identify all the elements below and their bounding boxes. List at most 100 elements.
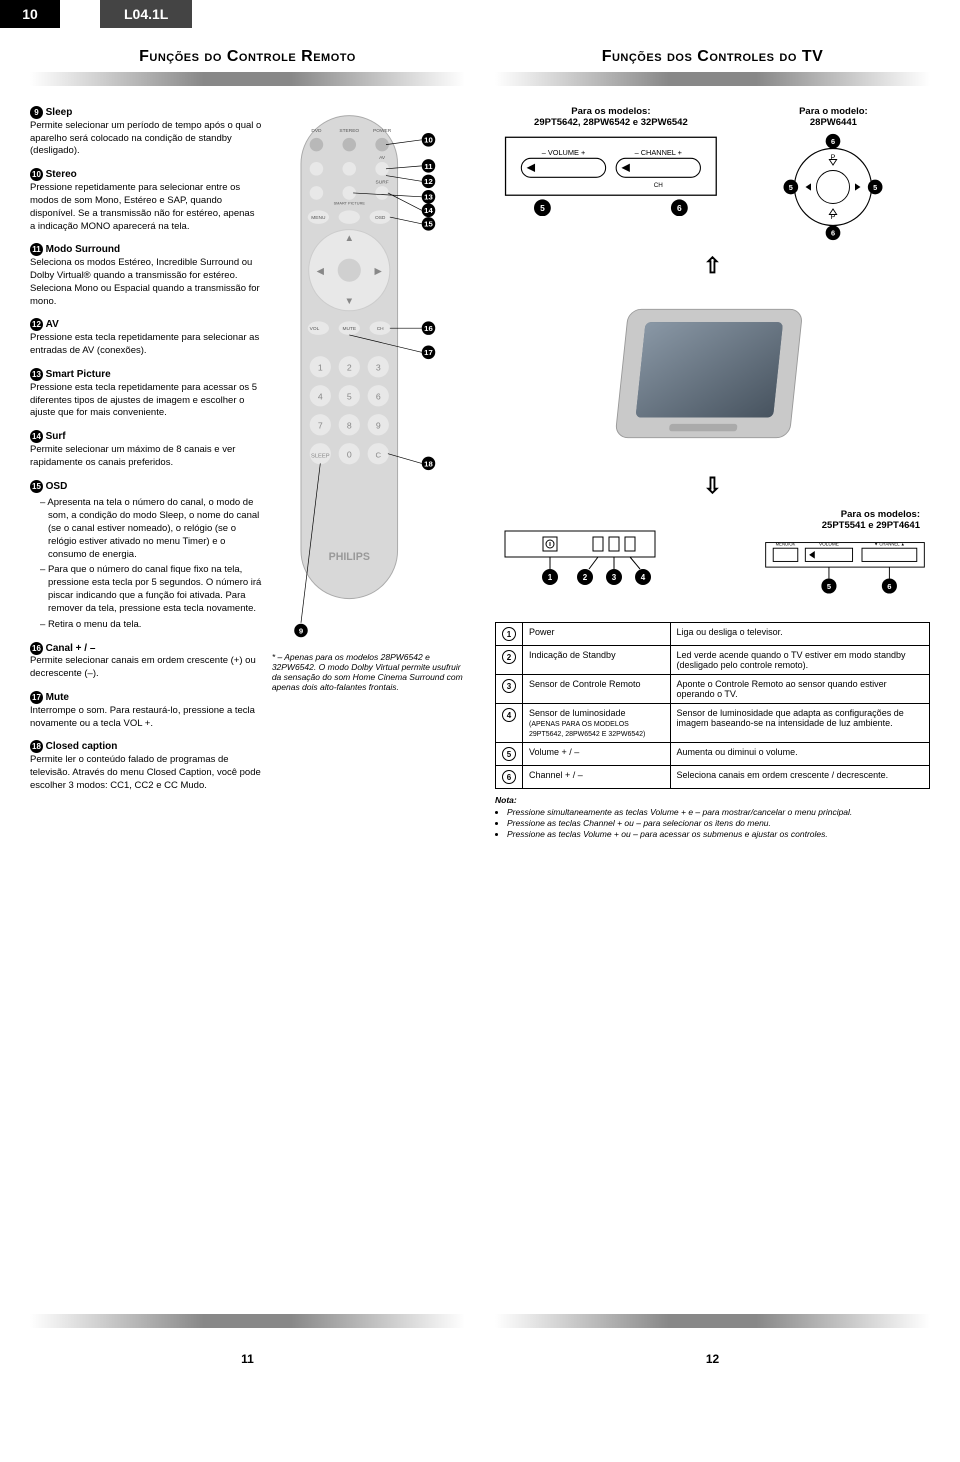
item-title: Smart Picture <box>46 369 111 380</box>
right-body: Para os modelos:29PT5642, 28PW6542 e 32P… <box>495 106 930 840</box>
table-cell-desc: Liga ou desliga o televisor. <box>670 623 929 646</box>
table-cell-name: Sensor de luminosidade(APENAS PARA OS MO… <box>523 704 671 743</box>
item-subitem: Apresenta na tela o número do canal, o m… <box>40 497 262 561</box>
item-body: Interrompe o som. Para restaurá-lo, pres… <box>30 705 255 729</box>
svg-text:14: 14 <box>424 206 433 215</box>
circle-panel-block: Para o modelo:28PW6441 P P 5 6 <box>737 106 930 247</box>
svg-text:2: 2 <box>583 573 588 582</box>
svg-text:▼ CHANNEL ▲: ▼ CHANNEL ▲ <box>874 541 905 546</box>
svg-text:◀: ◀ <box>316 266 324 277</box>
item-number-badge: 15 <box>30 480 43 493</box>
svg-text:9: 9 <box>299 626 303 635</box>
svg-text:8: 8 <box>347 421 352 431</box>
svg-text:5: 5 <box>789 183 793 192</box>
svg-text:OSD: OSD <box>375 215 386 221</box>
table-cell-name: Volume + / – <box>523 743 671 766</box>
controls-table: 1PowerLiga ou desliga o televisor.2Indic… <box>495 622 930 789</box>
table-row: 3Sensor de Controle RemotoAponte o Contr… <box>496 675 930 704</box>
def-item: 13 Smart PicturePressione esta tecla rep… <box>30 368 262 420</box>
top-row: Para os modelos:29PT5642, 28PW6542 e 32P… <box>495 106 930 247</box>
item-body: Permite selecionar canais em ordem cresc… <box>30 655 256 679</box>
svg-text:SURF: SURF <box>375 179 388 185</box>
item-number-badge: 17 <box>30 691 43 704</box>
nota-block: Nota: Pressione simultaneamente as tecla… <box>495 795 930 840</box>
table-cell-name: Power <box>523 623 671 646</box>
svg-text:6: 6 <box>831 137 835 146</box>
svg-text:4: 4 <box>318 392 323 402</box>
header-bar: 10 L04.1L <box>0 0 960 28</box>
item-title: Modo Surround <box>46 244 120 255</box>
item-title: Closed caption <box>46 741 118 752</box>
svg-text:4: 4 <box>641 573 646 582</box>
svg-text:6: 6 <box>376 392 381 402</box>
svg-text:18: 18 <box>424 459 433 468</box>
item-body: Permite selecionar um máximo de 8 canais… <box>30 444 235 468</box>
table-row: 2Indicação de StandbyLed verde acende qu… <box>496 646 930 675</box>
item-subitem: Retira o menu da tela. <box>40 619 262 632</box>
remote-column: DVD STEREO POWER AV SURF SMART PICTU <box>272 106 465 803</box>
item-number-badge: 12 <box>30 318 43 331</box>
item-title: Sleep <box>46 107 73 118</box>
def-item: 15 OSDApresenta na tela o número do cana… <box>30 480 262 632</box>
svg-text:3: 3 <box>376 363 381 373</box>
left-body: 9 SleepPermite selecionar um período de … <box>30 106 465 803</box>
svg-text:DVD: DVD <box>311 128 322 134</box>
def-item: 17 Mute Interrompe o som. Para restaurá-l… <box>30 691 262 730</box>
svg-text:9: 9 <box>376 421 381 431</box>
svg-text:15: 15 <box>424 220 433 229</box>
svg-text:17: 17 <box>424 348 433 357</box>
led-strip-svg: 1 2 3 4 <box>495 523 665 593</box>
svg-text:5: 5 <box>874 183 878 192</box>
nota-list: Pressione simultaneamente as teclas Volu… <box>495 807 930 839</box>
item-body: Pressione repetidamente para selecionar … <box>30 182 254 231</box>
def-item: 12 AVPressione esta tecla repetidamente … <box>30 318 262 357</box>
table-cell-num: 1 <box>496 623 523 646</box>
svg-text:VOLUME: VOLUME <box>819 541 839 547</box>
svg-text:STEREO: STEREO <box>339 128 359 134</box>
svg-text:10: 10 <box>424 136 433 145</box>
svg-text:CH: CH <box>654 182 664 189</box>
item-number-badge: 16 <box>30 642 43 655</box>
svg-text:SLEEP: SLEEP <box>311 454 330 460</box>
tv-image-block <box>495 291 930 461</box>
header-model-code: L04.1L <box>100 0 192 28</box>
table-cell-desc: Sensor de luminosidade que adapta as con… <box>670 704 929 743</box>
svg-text:– VOLUME +: – VOLUME + <box>542 148 586 157</box>
svg-text:SMART PICTURE: SMART PICTURE <box>333 202 365 206</box>
svg-text:12: 12 <box>424 177 433 186</box>
svg-text:6: 6 <box>831 229 835 238</box>
item-number-badge: 13 <box>30 368 43 381</box>
bottom-panel-svg-2: MENU/OK VOLUME ▼ CHANNEL ▲ 5 6 <box>760 535 930 601</box>
svg-text:1: 1 <box>548 573 553 582</box>
bottom-model-block: Para os modelos:25PT5541 e 29PT4641 MENU… <box>673 509 930 606</box>
left-panel: Funções do Controle Remoto 9 SleepPermit… <box>20 38 475 1378</box>
left-panel-title: Funções do Controle Remoto <box>30 48 465 66</box>
stripe-bottom-right <box>495 1314 930 1328</box>
item-sublist: Apresenta na tela o número do canal, o m… <box>40 497 262 631</box>
svg-text:3: 3 <box>612 573 617 582</box>
svg-text:P: P <box>831 153 836 162</box>
nota-line: Pressione simultaneamente as teclas Volu… <box>507 807 930 817</box>
table-cell-name: Indicação de Standby <box>523 646 671 675</box>
svg-text:– CHANNEL +: – CHANNEL + <box>635 148 682 157</box>
item-title: Canal + / – <box>46 643 96 654</box>
table-cell-num: 6 <box>496 766 523 789</box>
svg-text:MENU: MENU <box>311 215 326 221</box>
table-cell-num: 3 <box>496 675 523 704</box>
remote-diagram: DVD STEREO POWER AV SURF SMART PICTU <box>272 106 465 647</box>
lower-strip: 1 2 3 4 Para os modelos:25PT5541 e 29PT4… <box>495 509 930 606</box>
item-number-badge: 11 <box>30 243 43 256</box>
svg-text:MENU/OK: MENU/OK <box>776 541 796 546</box>
svg-text:11: 11 <box>424 162 433 171</box>
table-cell-num: 4 <box>496 704 523 743</box>
right-page-foot: 12 <box>706 1352 719 1366</box>
def-item: 16 Canal + / –Permite selecionar canais … <box>30 642 262 681</box>
item-title: Mute <box>46 692 69 703</box>
circle-control-svg: P P 5 6 5 6 <box>778 132 888 242</box>
right-panel: Funções dos Controles do TV Para os mode… <box>485 38 940 1378</box>
svg-text:AV: AV <box>379 155 386 161</box>
item-number-badge: 10 <box>30 168 43 181</box>
tv-svg <box>603 291 823 456</box>
svg-text:13: 13 <box>424 193 433 202</box>
table-cell-name: Sensor de Controle Remoto <box>523 675 671 704</box>
